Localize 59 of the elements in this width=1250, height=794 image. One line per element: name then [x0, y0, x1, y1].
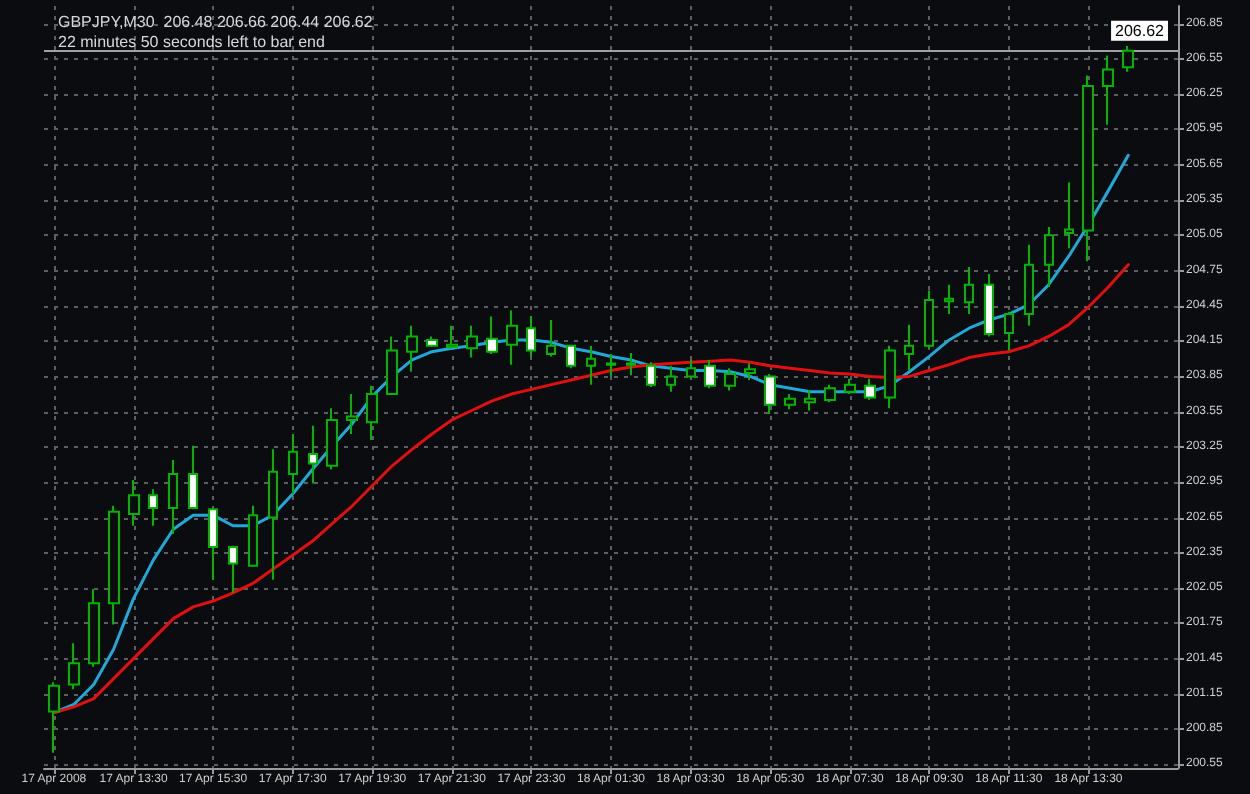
candlestick [724, 367, 736, 392]
candlestick [606, 353, 616, 378]
candlestick [406, 324, 418, 373]
candlestick [764, 373, 776, 416]
candlestick [188, 444, 198, 511]
candlestick [1024, 243, 1034, 327]
candlestick [566, 343, 576, 370]
line-series [52, 263, 1130, 715]
candlestick [486, 315, 498, 356]
candlestick [924, 289, 934, 350]
candlestick [1122, 44, 1134, 73]
text: 22 minutes 50 seconds left to bar end [58, 33, 325, 51]
candlestick [804, 389, 816, 412]
candlestick [824, 383, 836, 404]
candlestick [308, 424, 318, 485]
candlestick [844, 377, 856, 396]
candlestick [88, 588, 100, 668]
candlestick [446, 324, 458, 350]
candlestick [128, 478, 140, 527]
candlestick [666, 364, 676, 393]
candlestick [704, 358, 716, 390]
candlestick [288, 433, 298, 496]
candlestick [268, 448, 278, 581]
candlestick [506, 309, 518, 366]
ref-line-label: 206.62 [1115, 21, 1166, 40]
candlestick [744, 362, 756, 381]
candlestick [884, 344, 896, 410]
chart-title: GBPJPY,M30 206.48 206.66 206.44 206.62 [58, 13, 374, 31]
candlestick [228, 544, 238, 594]
candlestick [646, 361, 656, 388]
candlestick [68, 642, 80, 691]
candlestick [944, 283, 954, 316]
candlestick [1044, 226, 1054, 289]
candlestick [1082, 74, 1094, 263]
candlestick [248, 504, 258, 567]
candlestick [366, 384, 378, 441]
candlestick [386, 335, 398, 396]
candlestick [964, 266, 974, 316]
candlestick [326, 407, 338, 471]
candlestick [168, 458, 178, 535]
candlestick [984, 273, 994, 338]
candlestick [48, 681, 60, 754]
candlestick [526, 315, 536, 358]
candlestick [208, 507, 218, 581]
candlestick [148, 488, 158, 527]
candlestick [1064, 181, 1074, 250]
candlestick [1102, 54, 1114, 126]
candlestick [346, 393, 358, 436]
candlestick [686, 358, 696, 380]
candlestick [586, 344, 596, 386]
candlestick [784, 393, 796, 411]
candlestick [546, 318, 556, 358]
candlestick [904, 323, 914, 372]
candlestick [864, 377, 876, 401]
candlestick [1004, 310, 1014, 352]
candlestick [108, 504, 120, 626]
candlestick [626, 351, 636, 377]
candlestick [426, 335, 438, 349]
candlestick [466, 324, 478, 359]
